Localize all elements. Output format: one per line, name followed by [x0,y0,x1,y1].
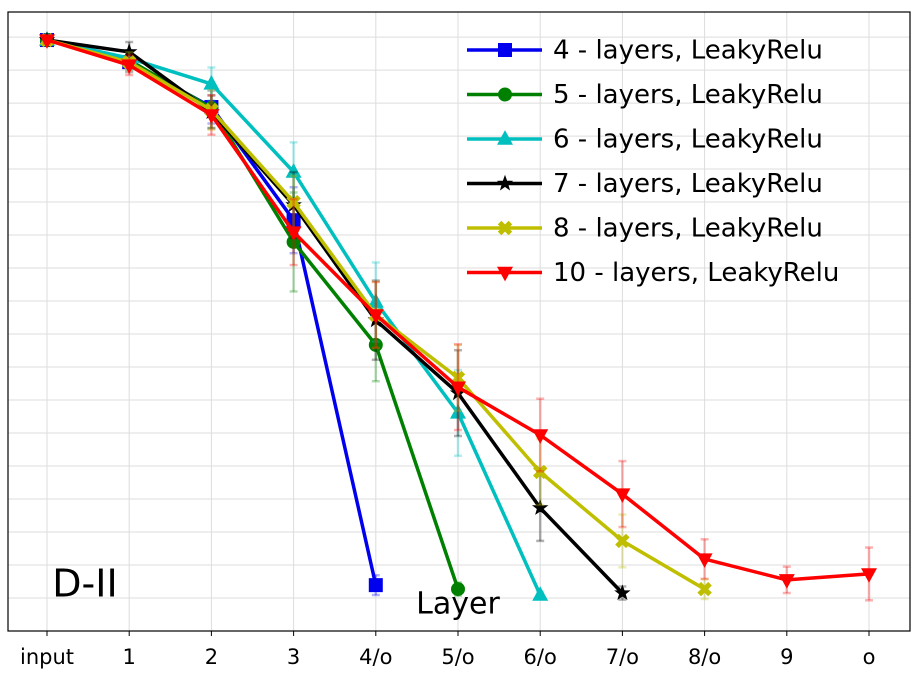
marker [614,488,631,503]
marker [532,464,548,480]
marker [497,266,513,282]
x-tick-label: 7/o [606,645,639,669]
frame [7,11,911,632]
plot-area [8,12,910,631]
marker [497,220,513,236]
marker [286,194,301,210]
marker [450,404,466,419]
annotation: D-II [52,562,117,606]
marker [496,174,514,191]
marker [285,226,302,241]
marker [778,574,795,589]
marker [614,584,631,600]
marker [368,578,383,593]
marker [451,582,465,597]
marker [532,586,549,601]
legend-label: 6 - layers, LeakyRelu [553,125,823,155]
marker [368,337,383,352]
legend-label: 10 - layers, LeakyRelu [553,258,839,288]
marker [367,293,384,308]
marker [285,163,302,178]
marker [39,34,55,49]
series-line [46,38,624,595]
marker [497,130,513,145]
marker [697,581,712,597]
x-tick-label: o [863,645,876,669]
marker [498,43,512,57]
x-tick-label: 3 [287,645,300,669]
x-tick-label: 5/o [441,645,474,669]
marker [121,59,138,74]
x-tick-label: 1 [123,645,136,669]
marker [532,429,549,444]
marker [450,370,466,386]
x-axis-label: Layer [416,587,500,622]
marker [367,309,384,324]
legend-label: 8 - layers, LeakyRelu [553,214,823,244]
x-tick-label: 4/o [359,645,392,669]
legend-label: 7 - layers, LeakyRelu [553,169,823,199]
marker [203,75,220,90]
x-tick-label: input [20,645,74,669]
x-tick-label: 8/o [688,645,721,669]
marker [615,533,630,549]
marker [498,87,512,102]
marker [696,553,713,568]
marker [861,568,877,583]
marker [531,499,549,515]
marker [120,43,138,59]
marker [450,381,466,396]
x-tick-label: 2 [205,645,218,669]
x-tick-label: 9 [780,645,793,669]
legend-label: 5 - layers, LeakyRelu [553,80,823,110]
legend-label: 4 - layers, LeakyRelu [553,36,823,66]
x-tick-label: 6/o [524,645,557,669]
marker [203,109,220,124]
